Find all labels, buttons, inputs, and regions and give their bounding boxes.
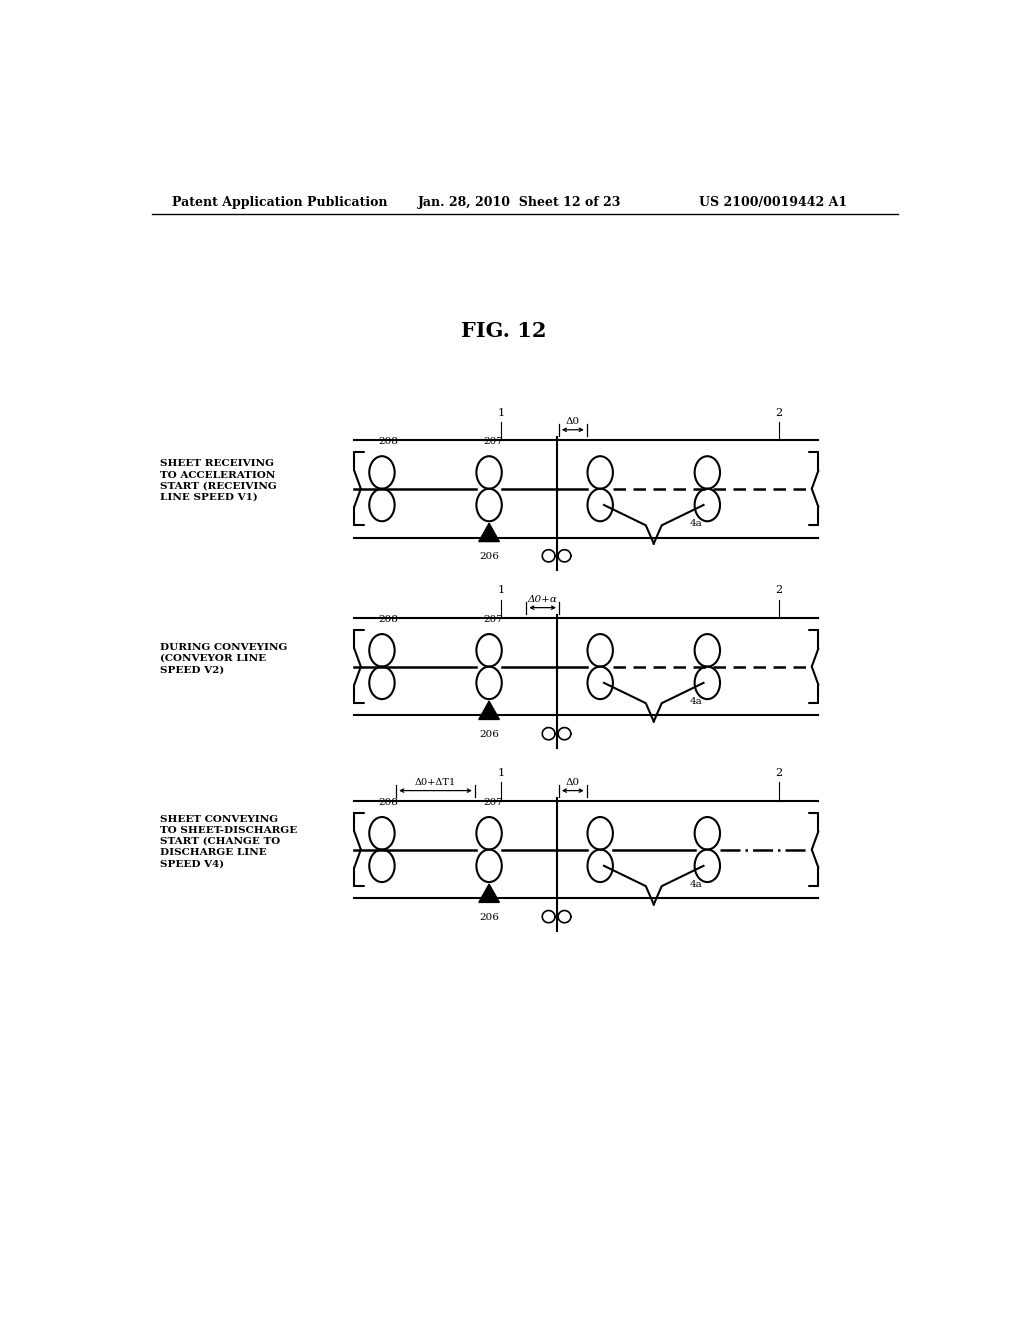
Polygon shape [479,884,500,903]
Text: 207: 207 [483,615,503,624]
Text: 4a: 4a [689,879,702,888]
Text: 206: 206 [479,912,499,921]
Text: DURING CONVEYING
(CONVEYOR LINE
SPEED V2): DURING CONVEYING (CONVEYOR LINE SPEED V2… [160,643,287,675]
Text: 1: 1 [498,768,505,779]
Text: 206: 206 [479,730,499,739]
Text: 1: 1 [498,586,505,595]
Text: 208: 208 [378,797,398,807]
Text: 4a: 4a [689,697,702,706]
Text: US 2100/0019442 A1: US 2100/0019442 A1 [699,195,848,209]
Text: Jan. 28, 2010  Sheet 12 of 23: Jan. 28, 2010 Sheet 12 of 23 [418,195,621,209]
Text: Δ0: Δ0 [565,417,580,426]
Text: 206: 206 [479,552,499,561]
Text: 208: 208 [378,615,398,624]
Text: 207: 207 [483,797,503,807]
Text: 4a: 4a [689,519,702,528]
Text: Δ0+α: Δ0+α [527,594,558,603]
Text: FIG. 12: FIG. 12 [461,321,547,341]
Text: 1: 1 [498,408,505,417]
Text: SHEET CONVEYING
TO SHEET-DISCHARGE
START (CHANGE TO
DISCHARGE LINE
SPEED V4): SHEET CONVEYING TO SHEET-DISCHARGE START… [160,814,297,869]
Text: 2: 2 [775,408,782,417]
Text: Δ0+ΔT1: Δ0+ΔT1 [415,777,456,787]
Text: 2: 2 [775,586,782,595]
Text: Patent Application Publication: Patent Application Publication [172,195,387,209]
Text: Δ0: Δ0 [565,777,580,787]
Text: SHEET RECEIVING
TO ACCELERATION
START (RECEIVING
LINE SPEED V1): SHEET RECEIVING TO ACCELERATION START (R… [160,459,276,502]
Text: 207: 207 [483,437,503,446]
Polygon shape [479,701,500,719]
Text: 208: 208 [378,437,398,446]
Text: 2: 2 [775,768,782,779]
Polygon shape [479,523,500,541]
